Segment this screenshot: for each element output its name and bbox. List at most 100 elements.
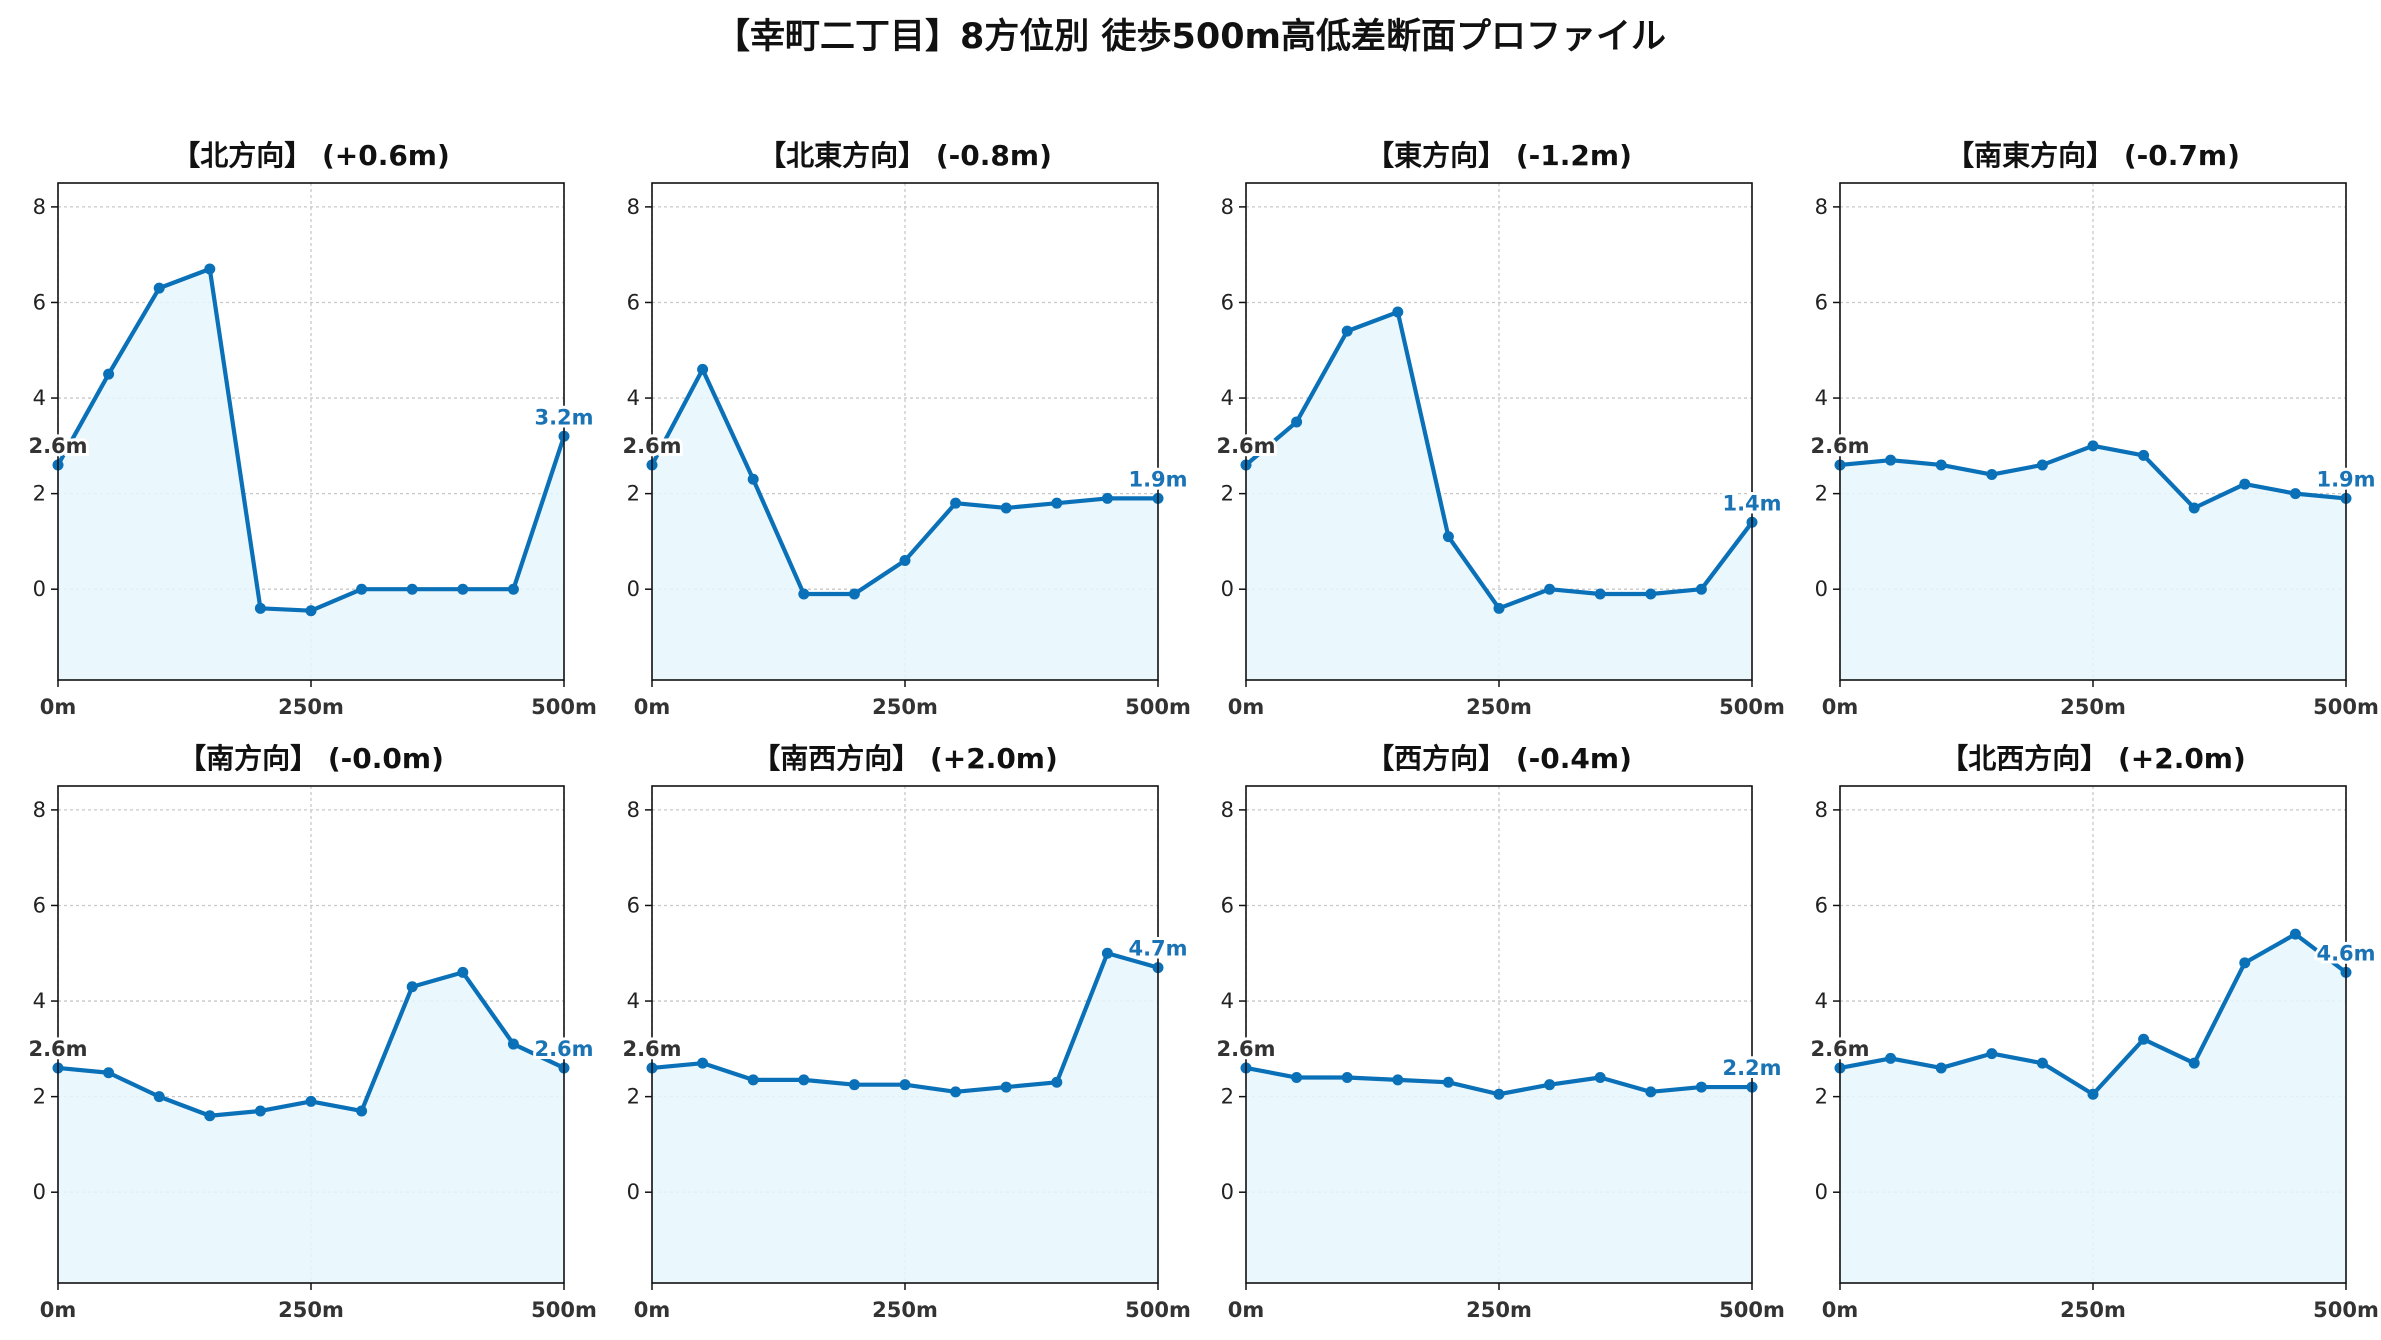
profile-panel-3: 0 2 4 6 8 0m 250m 500m 【南東方向】 (-0.7m) 2.6m 1.9m (1807, 139, 2378, 719)
data-point (254, 1105, 266, 1117)
profile-panel-4: 0 2 4 6 8 0m 250m 500m 【南方向】 (-0.0m) 2.6m 2.6m (25, 742, 596, 1322)
elevation-area (1840, 934, 2346, 1283)
data-point (697, 1057, 709, 1069)
data-point (2138, 1033, 2150, 1045)
y-tick-label: 4 (33, 989, 46, 1013)
y-tick-label: 2 (1221, 482, 1234, 506)
y-tick-label: 0 (1815, 1180, 1828, 1204)
x-tick-label: 0m (1228, 695, 1265, 719)
y-tick-label: 8 (1221, 195, 1234, 219)
profile-panel-6: 0 2 4 6 8 0m 250m 500m 【西方向】 (-0.4m) 2.6m 2.2m (1213, 742, 1784, 1322)
x-tick-label: 250m (278, 695, 344, 719)
data-point (1000, 502, 1012, 514)
elevation-area (58, 972, 564, 1283)
data-point (848, 1079, 860, 1091)
data-point (2188, 1057, 2200, 1069)
elevation-area (58, 269, 564, 680)
profile-panel-7: 0 2 4 6 8 0m 250m 500m 【北西方向】 (+2.0m) 2.6m 4.6m (1807, 742, 2379, 1322)
data-point (2036, 459, 2048, 471)
data-point (1101, 492, 1113, 504)
data-point (1594, 588, 1606, 600)
panel-title: 【北西方向】 (+2.0m) (1940, 742, 2246, 775)
start-elevation-label: 2.6m (28, 1037, 87, 1061)
data-point (153, 282, 165, 294)
y-tick-label: 0 (627, 577, 640, 601)
y-tick-label: 2 (1815, 482, 1828, 506)
profile-panel-1: 0 2 4 6 8 0m 250m 500m 【北東方向】 (-0.8m) 2.6m 1.9m (619, 139, 1190, 719)
elevation-area (1840, 445, 2346, 680)
data-point (1341, 325, 1353, 337)
start-elevation-label: 2.6m (28, 434, 87, 458)
data-point (305, 605, 317, 617)
x-tick-label: 0m (634, 695, 671, 719)
end-elevation-label: 4.6m (2316, 941, 2375, 965)
data-point (356, 1105, 368, 1117)
y-tick-label: 6 (33, 290, 46, 314)
data-point (457, 966, 469, 978)
panel-title: 【北東方向】 (-0.8m) (758, 139, 1052, 172)
data-point (2138, 449, 2150, 461)
panel-title: 【南方向】 (-0.0m) (178, 742, 444, 775)
x-tick-label: 500m (1719, 695, 1785, 719)
data-point (254, 602, 266, 614)
y-tick-label: 4 (1815, 989, 1828, 1013)
end-elevation-label: 1.9m (1128, 467, 1187, 491)
y-tick-label: 0 (1221, 1180, 1234, 1204)
data-point (2239, 957, 2251, 969)
data-point (1645, 588, 1657, 600)
x-tick-label: 250m (872, 695, 938, 719)
start-elevation-label: 2.6m (1810, 434, 1869, 458)
x-tick-label: 0m (634, 1298, 671, 1322)
x-tick-label: 0m (40, 1298, 77, 1322)
data-point (356, 583, 368, 595)
y-tick-label: 6 (1221, 893, 1234, 917)
x-tick-label: 500m (2313, 1298, 2379, 1322)
data-point (747, 1074, 759, 1086)
data-point (406, 583, 418, 595)
elevation-area (652, 953, 1158, 1283)
data-point (2239, 478, 2251, 490)
data-point (899, 555, 911, 567)
y-tick-label: 4 (1221, 386, 1234, 410)
figure-title: 【幸町二丁目】8方位別 徒歩500m高低差断面プロファイル (714, 17, 1667, 57)
data-point (798, 1074, 810, 1086)
data-point (1986, 469, 1998, 481)
data-point (1493, 1088, 1505, 1100)
y-tick-label: 8 (627, 195, 640, 219)
profile-panel-5: 0 2 4 6 8 0m 250m 500m 【南西方向】 (+2.0m) 2.6m 4.7m (619, 742, 1191, 1322)
y-tick-label: 6 (33, 893, 46, 917)
data-point (1544, 1079, 1556, 1091)
data-point (153, 1091, 165, 1103)
data-point (848, 588, 860, 600)
data-point (1051, 497, 1063, 509)
y-tick-label: 6 (627, 893, 640, 917)
x-tick-label: 250m (872, 1298, 938, 1322)
y-tick-label: 6 (1815, 893, 1828, 917)
data-point (1695, 1081, 1707, 1093)
data-point (950, 497, 962, 509)
x-tick-label: 250m (1466, 695, 1532, 719)
x-tick-label: 500m (1125, 1298, 1191, 1322)
panel-title: 【東方向】 (-1.2m) (1366, 139, 1632, 172)
end-elevation-label: 2.2m (1722, 1056, 1781, 1080)
profile-panel-0: 0 2 4 6 8 0m 250m 500m 【北方向】 (+0.6m) 2.6m 3.2m (25, 139, 596, 719)
data-point (1594, 1072, 1606, 1084)
y-tick-label: 2 (1815, 1085, 1828, 1109)
x-tick-label: 250m (278, 1298, 344, 1322)
data-point (204, 263, 216, 275)
end-elevation-label: 2.6m (534, 1037, 593, 1061)
end-elevation-label: 1.4m (1722, 491, 1781, 515)
data-point (1101, 947, 1113, 959)
y-tick-label: 0 (1221, 577, 1234, 601)
data-point (305, 1095, 317, 1107)
data-point (103, 1067, 115, 1079)
data-point (1392, 1074, 1404, 1086)
x-tick-label: 250m (2060, 695, 2126, 719)
data-point (2036, 1057, 2048, 1069)
y-tick-label: 0 (33, 577, 46, 601)
y-tick-label: 8 (627, 798, 640, 822)
data-point (1493, 602, 1505, 614)
end-elevation-label: 1.9m (2316, 467, 2375, 491)
elevation-area (1246, 1067, 1752, 1283)
